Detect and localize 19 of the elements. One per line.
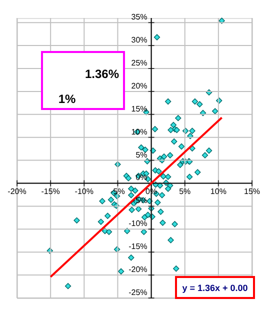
x-tick-label: 15%: [244, 187, 260, 196]
y-tick-label: 15%: [131, 104, 148, 114]
x-tick-label: -15%: [41, 187, 60, 196]
y-tick-label: 5%: [136, 150, 148, 160]
y-tick-label: 25%: [131, 58, 148, 68]
x-tick-label: -10%: [74, 187, 94, 196]
y-tick-label: 30%: [131, 36, 148, 45]
x-tick-label: 10%: [210, 187, 226, 196]
x-tick-label: 5%: [179, 187, 191, 196]
annotation: y = 1.36x + 0.00: [182, 283, 248, 293]
y-tick-label: -15%: [128, 242, 148, 252]
x-tick-label: -20%: [8, 187, 26, 196]
annotation: 1.36%: [85, 67, 120, 81]
y-tick-label: 35%: [131, 12, 148, 22]
annotation: 1%: [58, 92, 76, 106]
y-tick-label: 20%: [131, 81, 148, 90]
y-tick-label: -20%: [128, 265, 148, 274]
y-tick-label: -25%: [128, 288, 148, 297]
y-tick-label: -10%: [128, 219, 148, 228]
